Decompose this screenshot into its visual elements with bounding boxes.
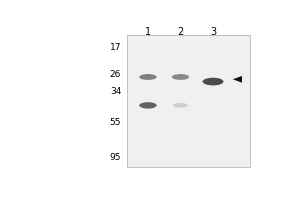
Text: 2: 2	[177, 27, 184, 37]
Text: 26: 26	[110, 70, 121, 79]
Polygon shape	[233, 76, 242, 83]
Ellipse shape	[202, 78, 224, 85]
Ellipse shape	[172, 74, 189, 80]
Ellipse shape	[139, 102, 157, 109]
Text: 34: 34	[110, 87, 121, 96]
Bar	[127, 35, 250, 167]
Text: 95: 95	[110, 153, 121, 162]
Text: 55: 55	[110, 118, 121, 127]
Text: 17: 17	[110, 43, 121, 52]
Ellipse shape	[173, 103, 188, 108]
Ellipse shape	[139, 74, 157, 80]
Text: 1: 1	[145, 27, 151, 37]
Text: 3: 3	[210, 27, 216, 37]
